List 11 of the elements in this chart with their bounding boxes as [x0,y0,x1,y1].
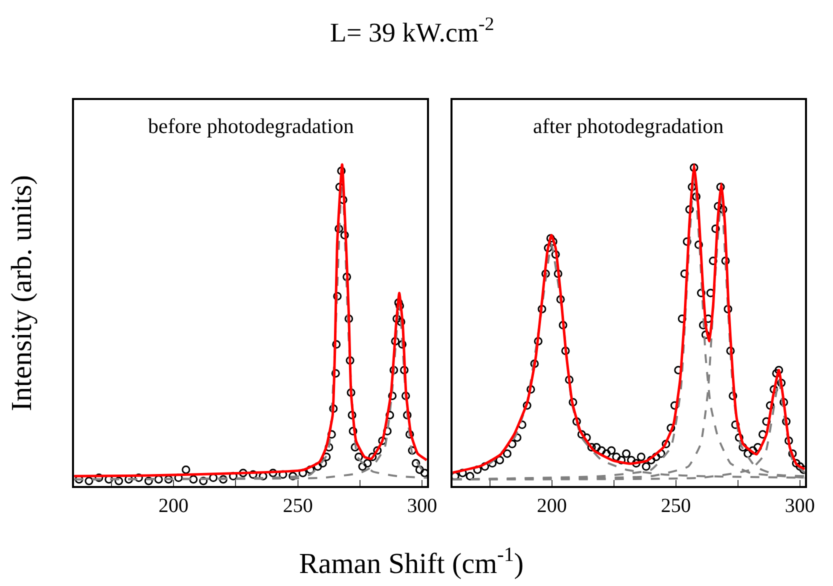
x-tick-label: 300 [784,494,815,517]
x-axis-title: Raman Shift (cm$^{-1}$) [299,544,524,580]
x-tick-label: 200 [158,494,189,517]
x-tick-label: 300 [407,494,438,517]
text: before photodegradation [148,114,354,138]
text: after photodegradation [533,114,724,138]
x-tick-label: 200 [536,494,567,517]
y-axis-title: Intensity (arb. units) [6,175,38,412]
x-tick-label: 250 [282,494,313,517]
chart-title: L= 39 kW.cm$^{-2}$ [330,14,494,48]
x-tick-label: 250 [660,494,691,517]
